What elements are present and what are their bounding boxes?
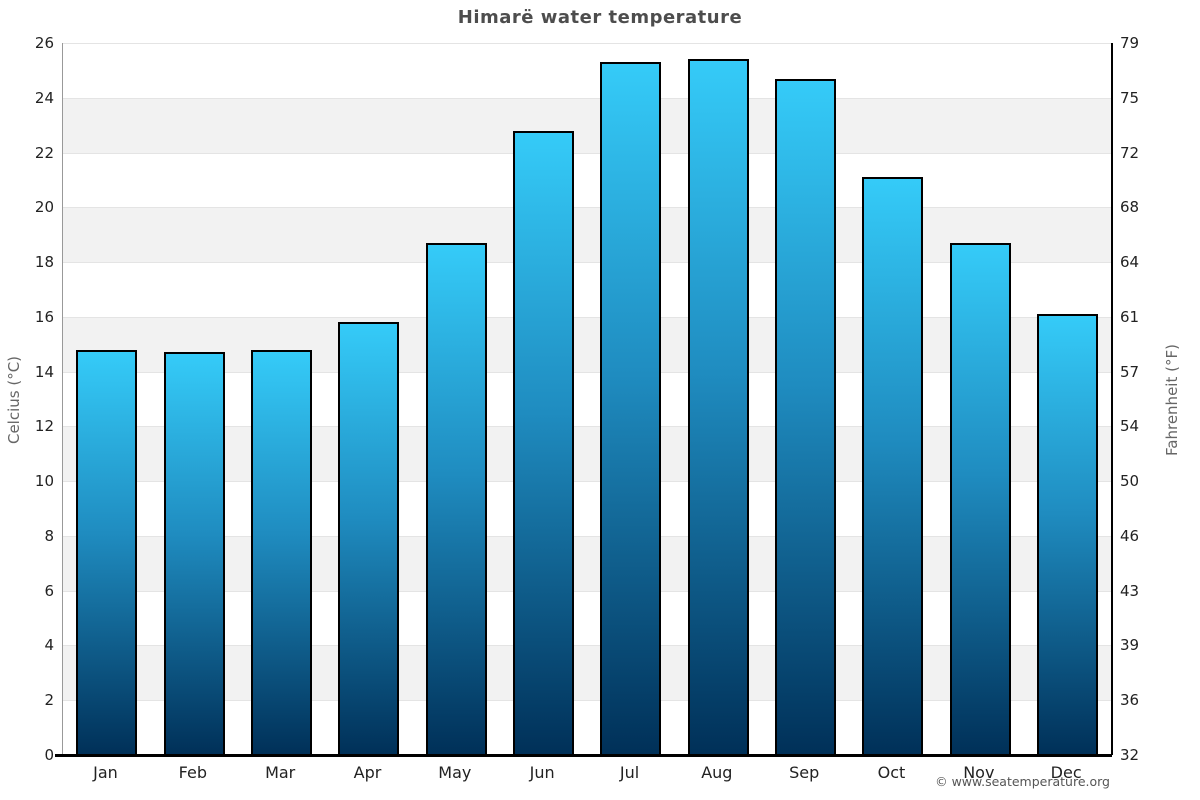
month-label-nov: Nov [963, 763, 995, 782]
gridline [63, 207, 1111, 209]
celsius-tick-14: 14 [34, 362, 54, 381]
gridline [63, 535, 1111, 537]
month-label-oct: Oct [877, 763, 906, 782]
celsius-tick-20: 20 [34, 198, 54, 217]
celsius-tick-0: 0 [44, 746, 54, 764]
fahrenheit-tick-75: 75 [1120, 88, 1140, 107]
celsius-tick-18: 18 [34, 253, 54, 272]
bar-feb [163, 352, 225, 755]
month-label-apr: Apr [353, 763, 382, 782]
gridline [63, 700, 1111, 702]
fahrenheit-tick-39: 39 [1120, 636, 1140, 655]
plot-band [63, 97, 1111, 153]
month-label-dec: Dec [1050, 763, 1082, 782]
plot-band [63, 43, 1111, 98]
gridline [63, 426, 1111, 428]
gridline [63, 152, 1111, 154]
celsius-tick-12: 12 [34, 417, 54, 436]
bar-jan [76, 349, 138, 755]
month-label-jul: Jul [619, 763, 640, 782]
fahrenheit-tick-61: 61 [1120, 307, 1140, 326]
bar-aug [687, 59, 749, 755]
gridline [63, 97, 1111, 99]
month-label-jun: Jun [529, 763, 555, 782]
fahrenheit-tick-64: 64 [1120, 253, 1140, 272]
bar-sep [774, 78, 836, 755]
fahrenheit-tick-68: 68 [1120, 198, 1140, 217]
celsius-tick-10: 10 [34, 472, 54, 491]
plot-band [63, 645, 1111, 701]
bar-dec [1036, 314, 1098, 755]
fahrenheit-tick-54: 54 [1120, 417, 1140, 436]
gridline [63, 371, 1111, 373]
month-label-feb: Feb [178, 763, 207, 782]
month-label-mar: Mar [265, 763, 296, 782]
x-axis-line [55, 754, 1112, 757]
gridline [63, 262, 1111, 264]
bar-apr [338, 322, 400, 755]
celsius-tick-24: 24 [34, 88, 54, 107]
plot-band [63, 426, 1111, 482]
chart-title: Himarë water temperature [457, 7, 743, 28]
gridline [63, 481, 1111, 483]
plot-band [63, 316, 1111, 372]
bar-may [425, 242, 487, 755]
gridline [63, 43, 1111, 44]
gridline [63, 645, 1111, 647]
fahrenheit-tick-50: 50 [1120, 472, 1140, 491]
month-label-sep: Sep [789, 763, 820, 782]
month-label-may: May [438, 763, 472, 782]
celsius-tick-8: 8 [44, 526, 54, 545]
celsius-tick-4: 4 [44, 636, 54, 655]
bar-jul [600, 62, 662, 755]
fahrenheit-tick-43: 43 [1120, 581, 1140, 600]
plot-band [63, 207, 1111, 263]
fahrenheit-tick-57: 57 [1120, 362, 1140, 381]
fahrenheit-tick-32: 32 [1120, 746, 1140, 764]
fahrenheit-tick-46: 46 [1120, 526, 1140, 545]
month-label-jan: Jan [93, 763, 118, 782]
celsius-tick-6: 6 [44, 581, 54, 600]
bar-jun [512, 130, 574, 755]
fahrenheit-tick-72: 72 [1120, 143, 1140, 162]
plot-area [62, 43, 1113, 755]
bar-mar [250, 349, 312, 755]
celsius-tick-26: 26 [34, 34, 54, 52]
gridline [63, 590, 1111, 592]
bar-oct [862, 177, 924, 755]
fahrenheit-tick-36: 36 [1120, 691, 1140, 710]
plot-band [63, 535, 1111, 591]
celsius-tick-16: 16 [34, 307, 54, 326]
celsius-tick-2: 2 [44, 691, 54, 710]
plot-band [63, 153, 1111, 208]
copyright: © www.seatemperature.org [935, 774, 1110, 789]
month-label-aug: Aug [701, 763, 733, 782]
celsius-tick-22: 22 [34, 143, 54, 162]
fahrenheit-tick-79: 79 [1120, 34, 1140, 52]
gridline [63, 316, 1111, 318]
bar-nov [949, 242, 1011, 755]
